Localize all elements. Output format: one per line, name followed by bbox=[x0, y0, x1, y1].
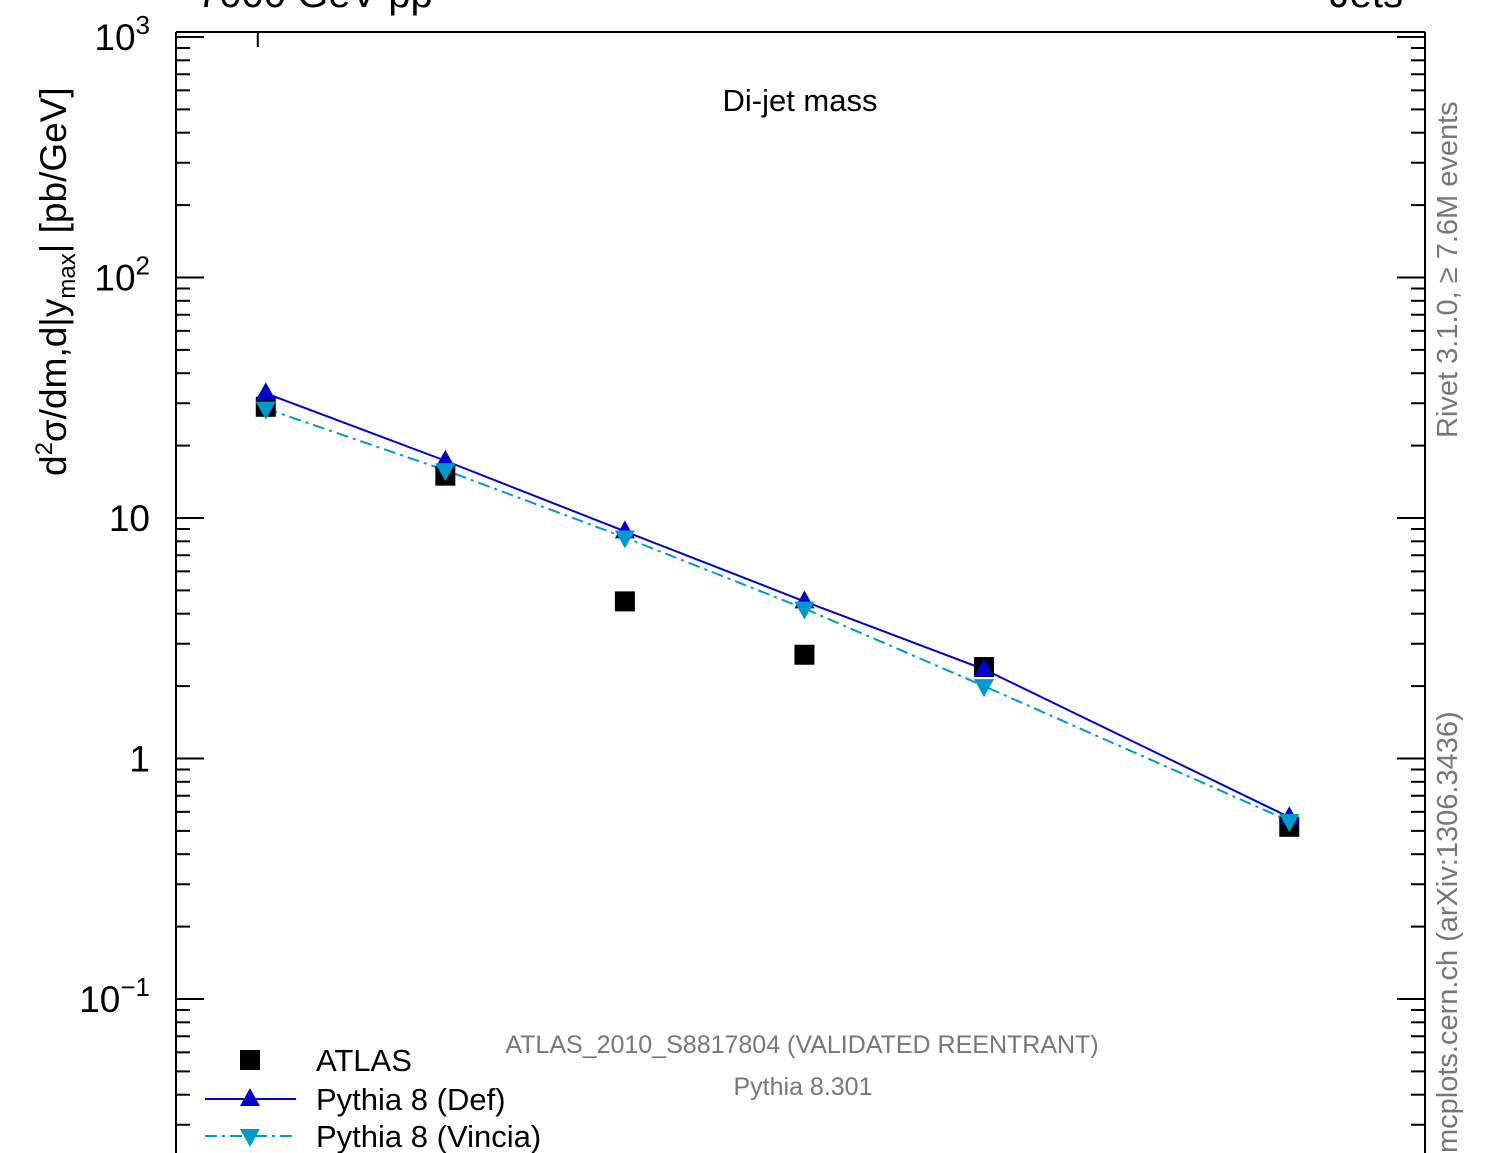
legend-label: ATLAS bbox=[316, 1043, 412, 1078]
y-tick-label: 102 bbox=[94, 251, 150, 299]
pythia-vincia-point bbox=[1279, 813, 1300, 832]
y-tick-exponent: 2 bbox=[136, 251, 150, 281]
legend-label: Pythia 8 (Def) bbox=[316, 1082, 506, 1117]
pythia-vincia-point bbox=[794, 601, 815, 620]
y-tick-base: 10 bbox=[79, 979, 120, 1020]
y-axis-ticks bbox=[176, 36, 1425, 1126]
legend: ATLAS Pythia 8 (Def)Pythia 8 (Vincia) bbox=[205, 1043, 541, 1153]
watermark-analysis: ATLAS_2010_S8817804 (VALIDATED REENTRANT… bbox=[505, 1031, 1098, 1059]
atlas-point bbox=[794, 644, 815, 665]
y-tick-exponent: −1 bbox=[120, 972, 150, 1002]
ylabel-sup: 2 bbox=[31, 442, 58, 455]
ylabel-tail: | [pb/GeV] bbox=[33, 87, 74, 253]
series-line-pythia-def bbox=[265, 392, 1290, 819]
ylabel-d: d bbox=[33, 455, 74, 476]
series-lines bbox=[265, 392, 1290, 822]
legend-marker-square bbox=[240, 1050, 260, 1070]
y-tick-base: 10 bbox=[94, 17, 135, 58]
plot-title: Di-jet mass bbox=[722, 83, 877, 118]
pythia-vincia-point bbox=[974, 679, 995, 698]
header-beam-label: 7000 GeV pp bbox=[197, 0, 433, 17]
legend-marker-triangle-down bbox=[240, 1129, 260, 1147]
legend-label: Pythia 8 (Vincia) bbox=[316, 1119, 541, 1153]
y-tick-base: 10 bbox=[109, 498, 150, 539]
plot-frame bbox=[175, 31, 1426, 1153]
y-axis-label: d2σ/dm,d|ymax| [pb/GeV] bbox=[31, 87, 81, 476]
header-process-label: Jets bbox=[1330, 0, 1403, 17]
rivet-version-label: Rivet 3.1.0, ≥ 7.6M events bbox=[1432, 101, 1464, 438]
ylabel-main: σ/dm,d|y bbox=[33, 298, 74, 442]
pythia-def-point bbox=[974, 658, 995, 677]
series-line-pythia-vincia bbox=[265, 407, 1290, 822]
watermark-generator: Pythia 8.301 bbox=[734, 1073, 873, 1101]
y-tick-base: 10 bbox=[94, 258, 135, 299]
ylabel-sub: max bbox=[54, 253, 81, 298]
y-tick-label: 1 bbox=[129, 739, 150, 780]
legend-marker-triangle-up bbox=[240, 1088, 260, 1106]
y-tick-label: 10 bbox=[109, 498, 150, 539]
pythia-vincia-point bbox=[614, 530, 635, 549]
pythia-vincia-point bbox=[255, 401, 276, 420]
y-tick-label: 103 bbox=[94, 10, 150, 58]
y-tick-exponent: 3 bbox=[136, 10, 150, 40]
series-points bbox=[255, 382, 1300, 837]
mcplots-credit-label: mcplots.cern.ch (arXiv:1306.3436) bbox=[1432, 711, 1464, 1153]
y-tick-base: 1 bbox=[129, 739, 150, 780]
atlas-point bbox=[614, 591, 635, 612]
pythia-vincia-point bbox=[435, 463, 456, 482]
pythia-def-point bbox=[255, 382, 276, 401]
y-tick-label: 10−1 bbox=[79, 972, 150, 1020]
